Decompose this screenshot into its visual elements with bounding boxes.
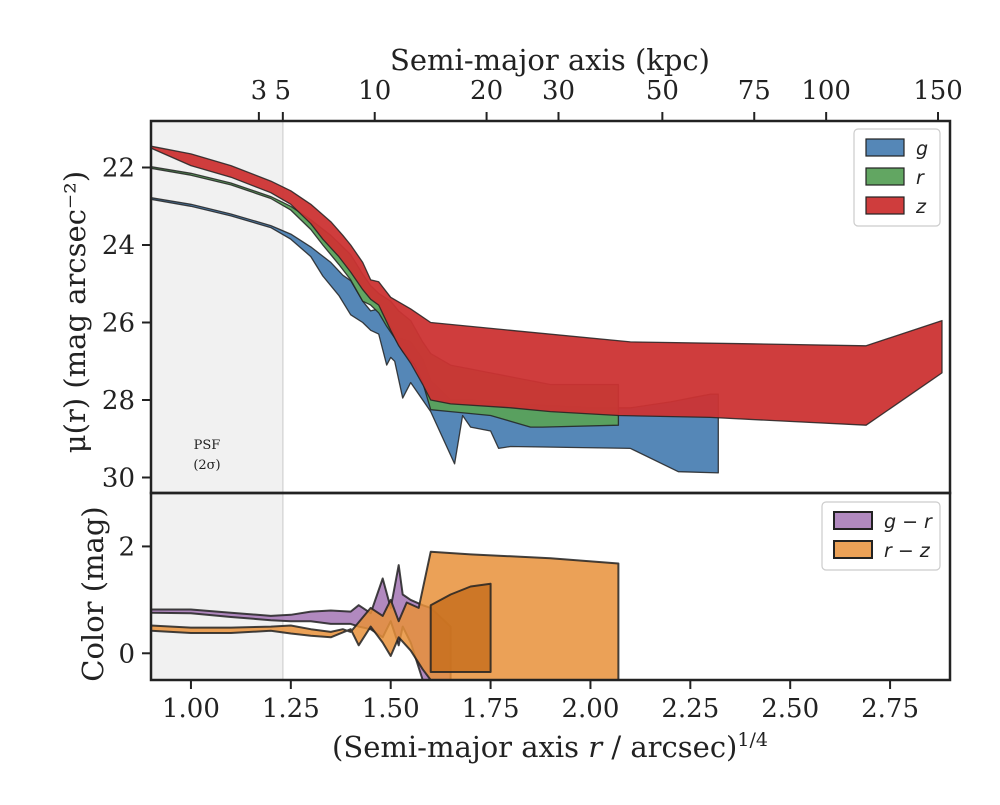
bottom-y-axis-title: Color (mag): [76, 506, 110, 681]
x-tick-label: 1.75: [462, 694, 520, 724]
top-y-axis-title: μ(r) (mag arcsec⁻²): [58, 171, 92, 453]
legend-bottom: g − r r − z: [821, 501, 941, 571]
legend-swatch: [833, 511, 873, 530]
legend-swatch: [865, 196, 905, 215]
top-x-tick-label: 10: [358, 76, 391, 106]
legend-label: g − r: [884, 511, 933, 533]
top-y-tick-label: 26: [102, 309, 135, 339]
color-profile-band-overlap-2: [429, 582, 492, 673]
xlabel-exponent: 1/4: [737, 729, 768, 751]
x-tick-label: 2.50: [761, 694, 819, 724]
x-tick-label: 1.50: [362, 694, 420, 724]
xlabel-rest: / arcsec): [602, 730, 737, 764]
top-y-tick-label: 22: [102, 154, 135, 184]
legend-label: r − z: [884, 540, 931, 562]
legend-top: grz: [853, 128, 941, 227]
top-x-tick-label: 3: [251, 76, 268, 106]
legend-label: r: [916, 167, 925, 189]
legend-label: g: [916, 138, 928, 160]
axis-ticks: 1.00 1.25 1.50 1.75 2.00 2.25 2.50 2.753 5 10 20 30…: [102, 76, 963, 724]
top-x-tick-label: 100: [801, 76, 851, 106]
top-y-tick-label: 28: [102, 386, 135, 416]
x-tick-label: 2.00: [562, 694, 620, 724]
x-tick-label: 1.00: [162, 694, 220, 724]
bottom-y-tick-label: 2: [118, 532, 135, 562]
top-series-group: [150, 145, 943, 474]
top-x-tick-label: 75: [738, 76, 771, 106]
top-y-tick-label: 24: [102, 231, 135, 261]
bottom-x-axis-title: (Semi-major axis r / arcsec)1/4: [332, 729, 768, 764]
top-x-tick-label: 20: [470, 76, 503, 106]
top-x-tick-label: 150: [913, 76, 963, 106]
top-x-tick-label: 5: [275, 76, 292, 106]
psf-label-sigma: (2σ): [193, 458, 220, 473]
top-y-tick-label: 30: [102, 464, 135, 494]
psf-region-bottom: [151, 493, 283, 680]
top-x-tick-label: 50: [646, 76, 679, 106]
psf-label: PSF: [194, 438, 221, 453]
surface-brightness-band-z: [150, 145, 943, 426]
x-tick-label: 1.25: [262, 694, 320, 724]
x-tick-label: 2.25: [661, 694, 719, 724]
xlabel-main: (Semi-major axis: [332, 730, 588, 764]
legend-swatch: [833, 540, 873, 559]
legend-swatch: [865, 138, 905, 157]
xlabel-variable: r: [588, 730, 604, 764]
x-tick-label: 2.75: [861, 694, 919, 724]
bottom-y-tick-label: 0: [118, 639, 135, 669]
top-x-tick-label: 30: [542, 76, 575, 106]
legend-swatch: [865, 167, 905, 186]
legend-label: z: [915, 196, 927, 218]
top-axis-title: Semi-major axis (kpc): [390, 43, 710, 77]
bottom-panel-frame: [149, 491, 952, 682]
